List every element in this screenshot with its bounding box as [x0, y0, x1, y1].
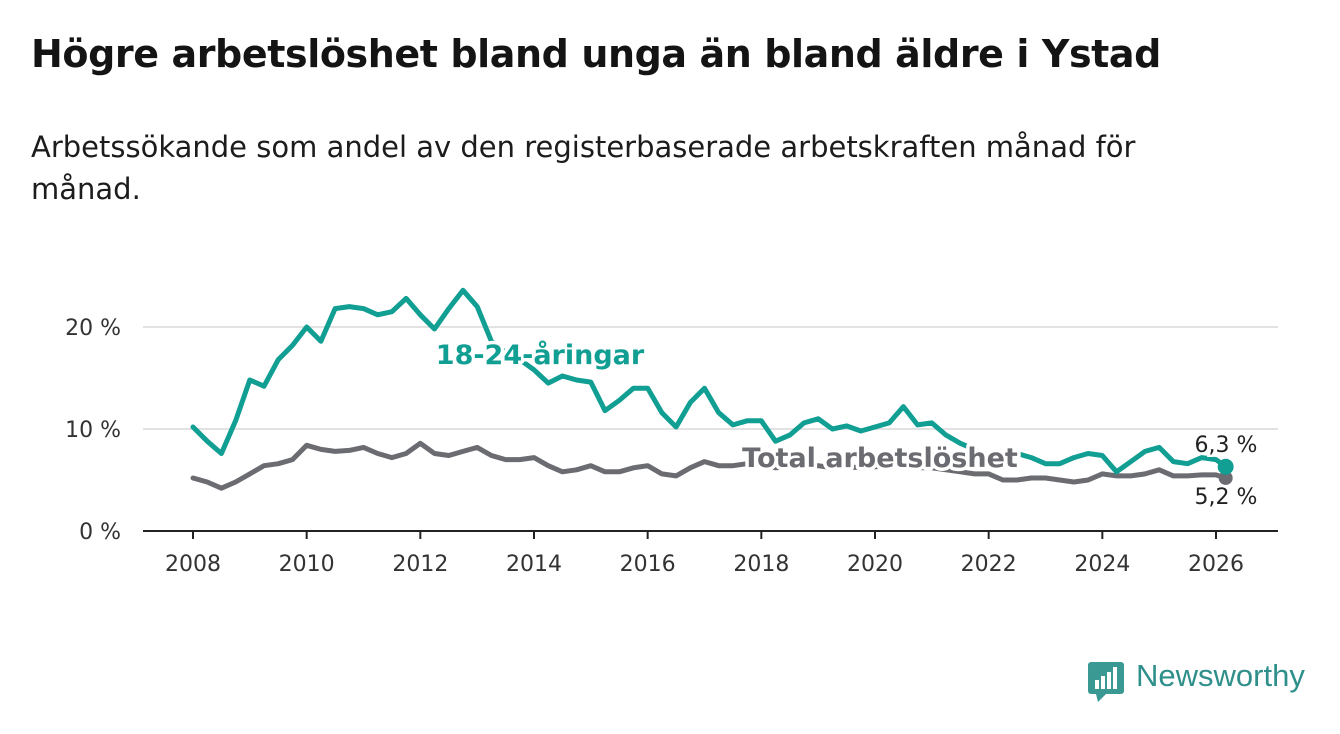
series-endpoint-total	[1218, 470, 1233, 485]
x-tick-label: 2008	[165, 552, 221, 577]
y-tick-label: 10 %	[65, 418, 121, 443]
newsworthy-logo-icon	[1088, 662, 1124, 702]
x-tick-label: 2014	[506, 552, 562, 577]
series-line-total	[190, 440, 1229, 491]
x-tick-label: 2016	[620, 552, 676, 577]
brand-name: Newsworthy	[1136, 658, 1305, 693]
end-label-youth: 6,3 %	[1195, 433, 1258, 458]
x-tick-label: 2020	[847, 552, 903, 577]
chart-subtitle: Arbetssökande som andel av den registerb…	[31, 130, 1136, 206]
end-label-total: 5,2 %	[1195, 485, 1258, 510]
x-tick-label: 2012	[392, 552, 448, 577]
y-tick-label: 0 %	[79, 520, 121, 545]
x-tick-label: 2022	[961, 552, 1017, 577]
x-tick-label: 2018	[733, 552, 789, 577]
chart-title: Högre arbetslöshet bland unga än bland ä…	[31, 32, 1161, 76]
y-tick-label: 20 %	[65, 316, 121, 341]
series-endpoint-youth	[1217, 458, 1234, 475]
x-tick-label: 2010	[279, 552, 335, 577]
x-tick-label: 2026	[1188, 552, 1244, 577]
series-label-youth: 18-24-åringar	[436, 339, 645, 371]
series-label-total: Total arbetslöshet	[742, 443, 1018, 474]
x-tick-label: 2024	[1074, 552, 1130, 577]
series-line-youth	[190, 287, 1229, 475]
